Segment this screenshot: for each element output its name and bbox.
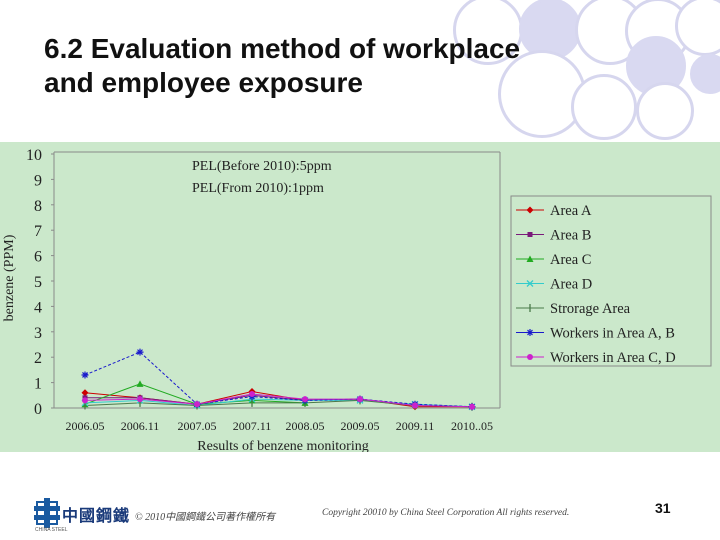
decor-circle	[636, 82, 694, 140]
decor-circle	[498, 50, 586, 138]
x-tick-label: 2008.05	[286, 419, 325, 433]
logo-subtext: CHINA STEEL	[35, 527, 68, 533]
x-tick-label: 2006.11	[121, 419, 160, 433]
data-point-series-1	[81, 389, 89, 397]
legend-swatch-marker	[526, 280, 534, 287]
legend-label: Workers in Area C, D	[550, 350, 676, 366]
data-point-series-6	[136, 348, 144, 356]
benzene-chart: 0 1 2 3 4 5 6 7 8 9 10 2006.05 2006.11 2007.05 2007.1…	[0, 142, 720, 452]
legend-swatch-marker	[526, 329, 534, 336]
y-tick-label: 7	[34, 223, 42, 240]
data-point-series-7	[469, 403, 475, 410]
legend-label: Area D	[550, 277, 592, 293]
y-axis-label: benzene (PPM)	[2, 234, 17, 321]
x-tick-label: 2009.11	[396, 419, 435, 433]
series-line-6	[84, 351, 473, 408]
x-axis-label: Results of benzene monitoring	[197, 439, 368, 452]
data-point-series-7	[194, 401, 200, 408]
legend-swatch-marker	[526, 206, 534, 214]
legend-label: Workers in Area A, B	[550, 326, 675, 342]
y-tick-label: 6	[34, 249, 42, 266]
title-line-1: 6.2 Evaluation method of workplace	[44, 33, 521, 64]
y-tick-label: 2	[34, 350, 42, 367]
x-tick-label: 2007.05	[178, 419, 217, 433]
data-point-series-7	[137, 396, 143, 403]
page-number: 31	[655, 500, 671, 516]
legend-box	[510, 195, 712, 367]
legend-swatch-marker	[527, 354, 533, 360]
x-tick-label: 2007.11	[233, 419, 272, 433]
logo-text: 中國鋼鐵	[62, 508, 131, 525]
decor-circle	[571, 74, 637, 140]
y-tick-label: 9	[34, 172, 42, 189]
legend-label: Area B	[550, 228, 591, 244]
legend-swatch-marker	[526, 255, 534, 262]
data-point-series-6	[81, 371, 89, 379]
annotation-pel-before: PEL(Before 2010):5ppm	[192, 159, 332, 174]
title-line-2: and employee exposure	[44, 67, 364, 98]
data-point-series-3	[136, 380, 144, 387]
data-point-series-7	[357, 396, 363, 403]
series-line-7	[84, 393, 473, 408]
data-point-series-7	[412, 402, 418, 409]
decor-circle	[690, 54, 720, 94]
annotation-pel-from: PEL(From 2010):1ppm	[192, 181, 324, 196]
y-tick-label: 0	[34, 401, 42, 418]
y-tick-label: 1	[34, 376, 42, 393]
y-tick-label: 4	[34, 299, 42, 316]
copyright-cn: © 2010中國鋼鐵公司著作權所有	[135, 512, 276, 523]
copyright-en: Copyright 20010 by China Steel Corporati…	[322, 508, 570, 518]
decor-circle	[675, 0, 720, 56]
y-tick-label: 10	[26, 147, 42, 164]
x-tick-label: 2010..05	[451, 419, 493, 433]
legend-label: Area C	[550, 252, 591, 268]
data-point-series-7	[302, 396, 308, 403]
data-point-series-7	[249, 391, 255, 398]
legend-label: Area A	[550, 203, 592, 219]
data-point-series-7	[82, 397, 88, 404]
y-tick-label: 8	[34, 198, 42, 215]
x-tick-label: 2009.05	[341, 419, 380, 433]
legend-swatch-marker	[527, 232, 533, 237]
y-tick-label: 3	[34, 325, 42, 342]
slide-title: 6.2 Evaluation method of workplace and e…	[44, 32, 664, 100]
china-steel-logo-icon	[34, 498, 60, 528]
y-tick-label: 5	[34, 274, 42, 291]
legend-label: Strorage Area	[550, 301, 631, 317]
x-tick-label: 2006.05	[66, 419, 105, 433]
